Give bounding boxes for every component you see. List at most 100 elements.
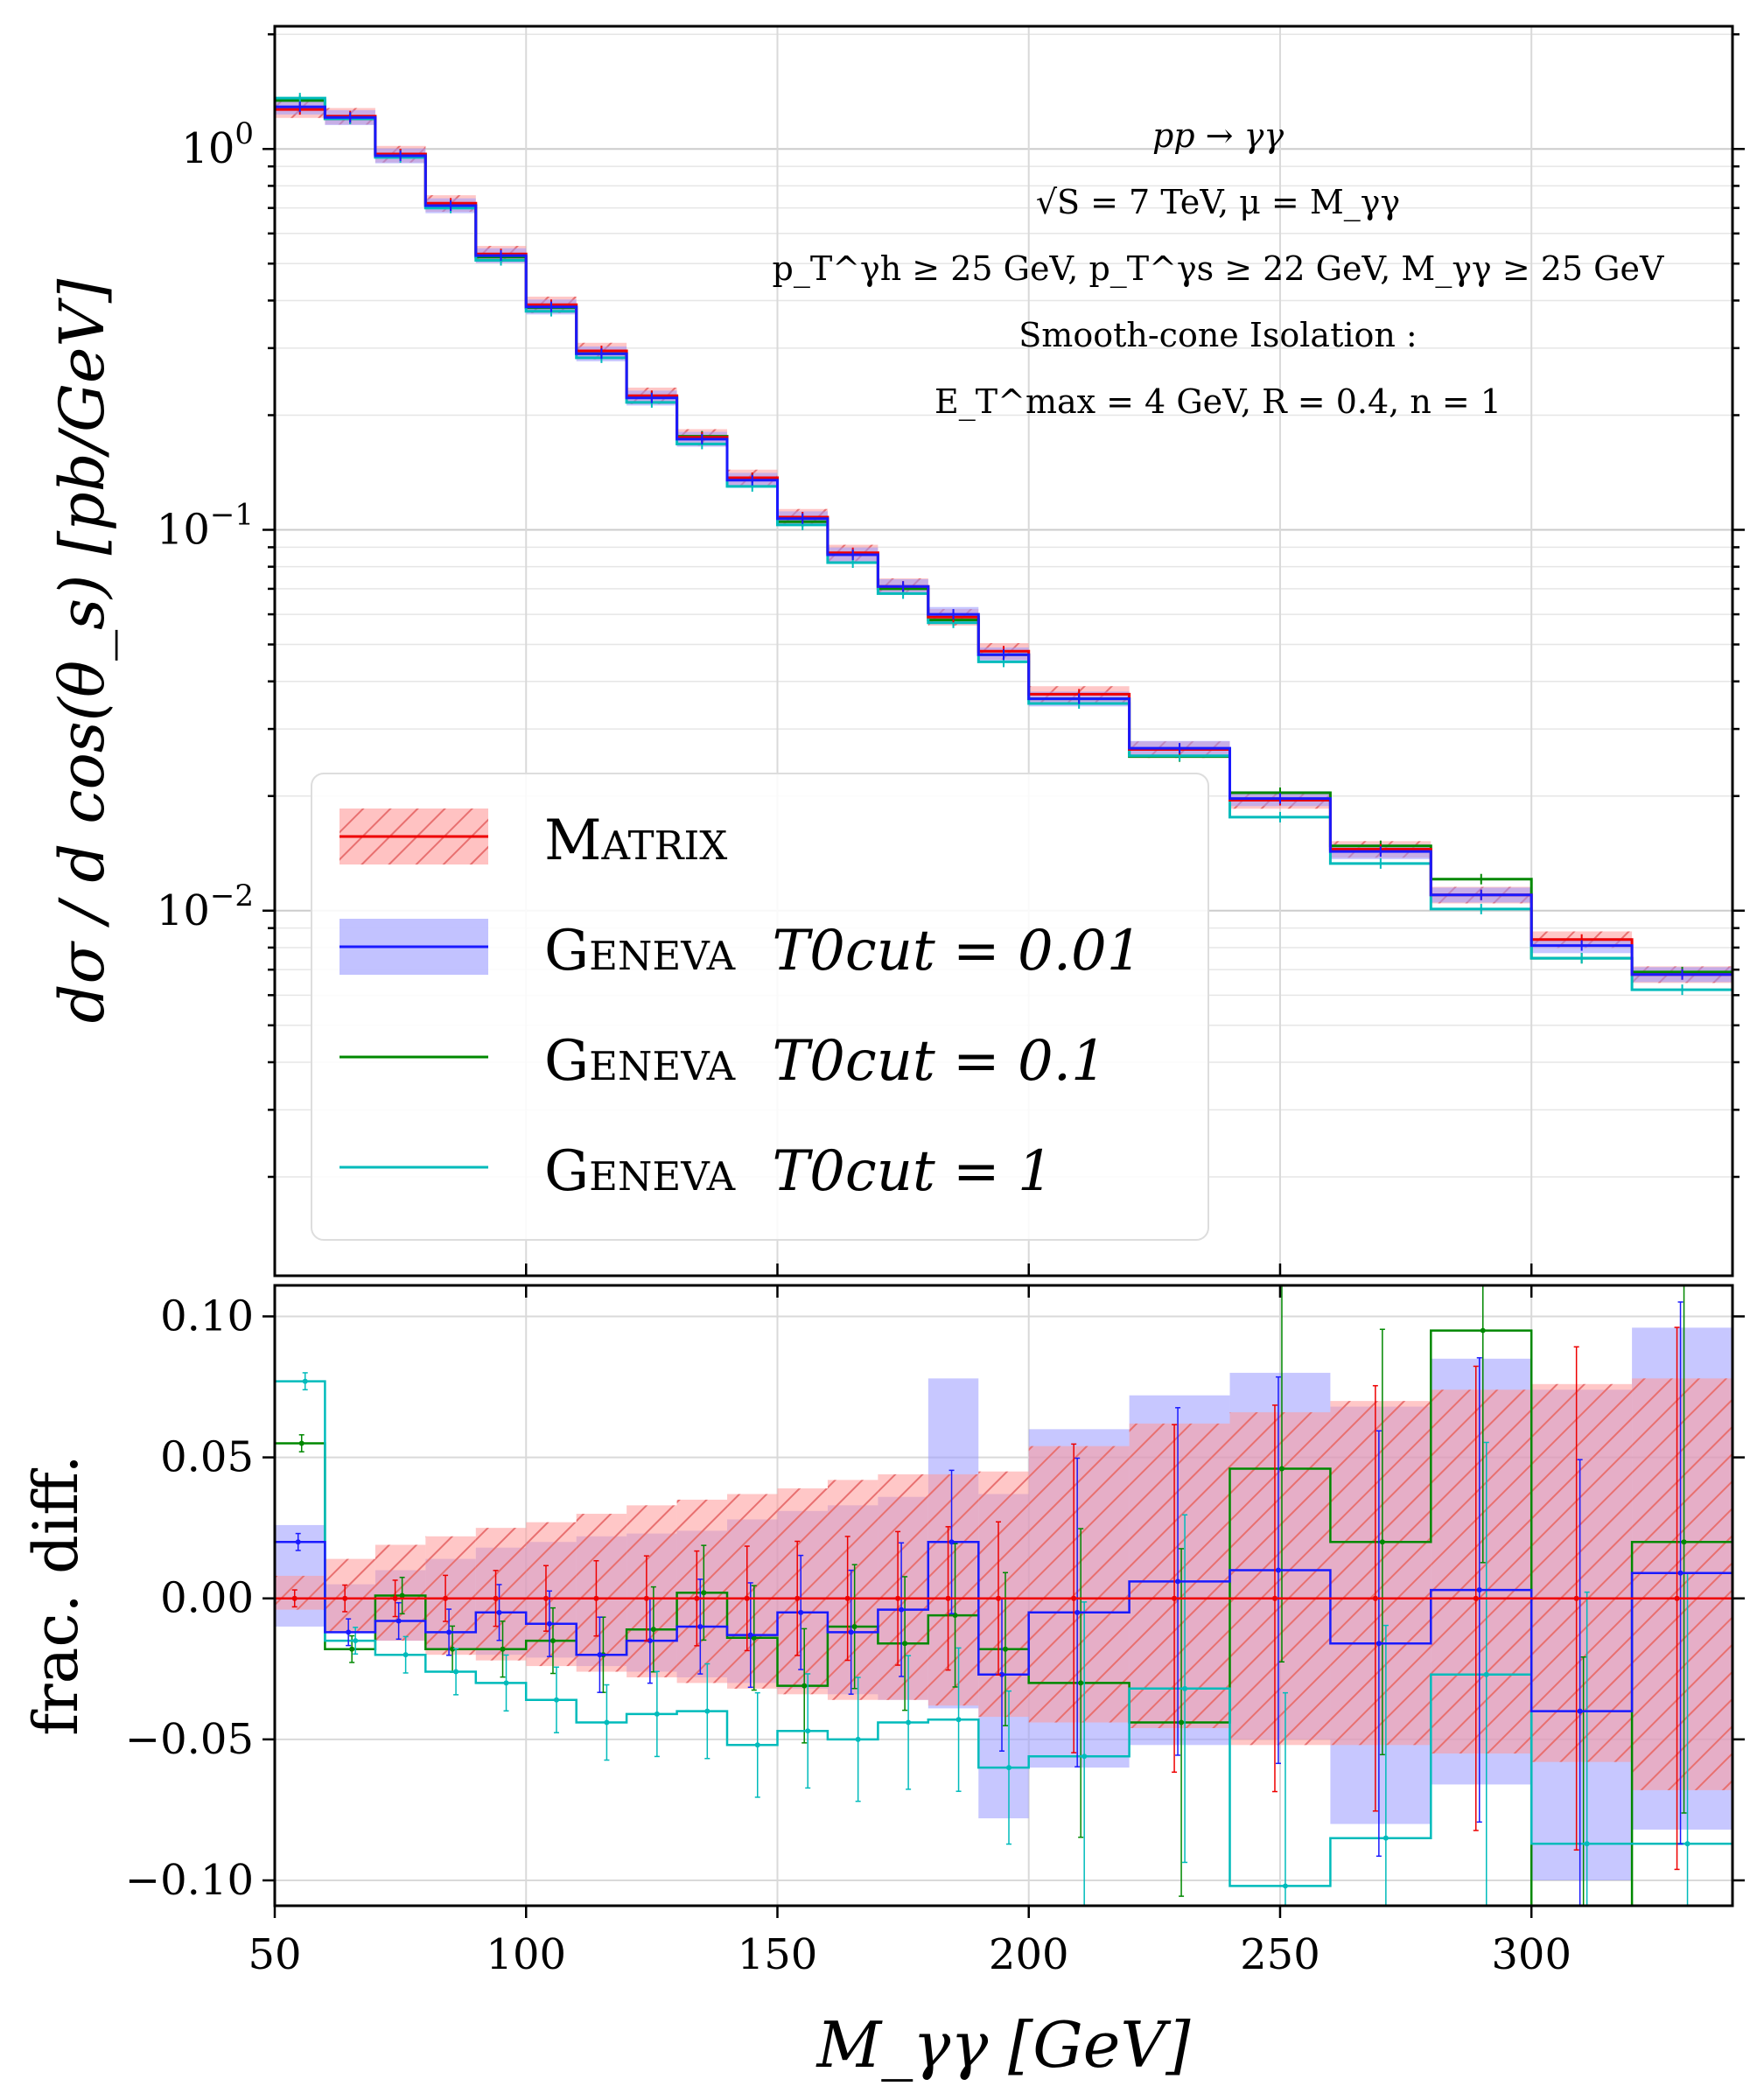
legend-label-matrix: Matrix [544, 808, 727, 873]
ratio-y-tick-label: 0.00 [160, 1574, 254, 1623]
main-series-lines [275, 93, 1732, 996]
ratio-point-matrix [1573, 1595, 1579, 1601]
legend-entry-geneva-01: Geneva T0cut = 0.1 [340, 1029, 1107, 1094]
x-tick-label: 150 [738, 1930, 818, 1979]
ratio-matrix-band-hatch [878, 1474, 928, 1700]
ratio-point-geneva-1 [604, 1719, 610, 1726]
physics-annotation: pp → γγ √S = 7 TeV, μ = M_γγ p_T^γh ≥ 25… [773, 116, 1664, 422]
ratio-point-geneva-01 [1078, 1680, 1084, 1686]
ratio-point-geneva-01 [650, 1627, 656, 1633]
ratio-y-tick-label: 0.10 [160, 1292, 254, 1340]
ratio-point-geneva-01 [902, 1641, 908, 1647]
ratio-point-geneva-01 [1179, 1719, 1185, 1726]
ratio-point-geneva-1 [1082, 1754, 1088, 1760]
ratio-point-geneva-1 [855, 1736, 861, 1742]
x-axis-label: M_γγ [GeV] [816, 2008, 1192, 2082]
ratio-y-tick-label: −0.10 [125, 1856, 254, 1905]
annotation-line-3: p_T^γh ≥ 25 GeV, p_T^γs ≥ 22 GeV, M_γγ ≥… [773, 249, 1664, 289]
legend-label-geneva-01-prefix: Geneva [544, 1029, 736, 1094]
ratio-point-geneva-1 [1584, 1841, 1590, 1847]
ratio-point-matrix [996, 1595, 1001, 1601]
ratio-point-geneva-1 [402, 1652, 409, 1658]
annotation-line-5: E_T^max = 4 GeV, R = 0.4, n = 1 [934, 382, 1502, 422]
legend: Matrix Geneva T0cut = 0.01 Geneva T0cut … [311, 773, 1209, 1241]
ratio-series-lines [275, 1285, 1732, 1906]
annotation-line-2: √S = 7 TeV, μ = M_γγ [1036, 183, 1400, 222]
ratio-point-geneva-1 [353, 1638, 359, 1644]
x-tick-label: 300 [1491, 1930, 1572, 1979]
ratio-point-geneva-1 [704, 1708, 710, 1714]
ratio-matrix-band-hatch [526, 1522, 577, 1667]
ratio-line-geneva-001 [275, 1541, 1732, 1712]
ratio-point-geneva-001 [948, 1539, 955, 1545]
ratio-point-matrix [744, 1595, 750, 1601]
ratio-point-geneva-01 [701, 1590, 707, 1596]
ratio-plot-frame [273, 1284, 1734, 1908]
ratio-x-ticks: 50 100 150 200 250 300 [248, 1285, 1572, 1979]
ratio-point-geneva-1 [1684, 1841, 1690, 1847]
ratio-point-geneva-001 [1074, 1609, 1081, 1615]
legend-label-geneva-001-prefix: Geneva [544, 919, 736, 984]
main-y-tick-label: 100 [181, 116, 254, 173]
legend-label-geneva-1-prefix: Geneva [544, 1139, 736, 1204]
ratio-point-matrix [1473, 1595, 1479, 1601]
ratio-point-matrix [392, 1595, 398, 1601]
ratio-point-geneva-001 [597, 1652, 603, 1658]
ratio-matrix-band-hatch [626, 1505, 677, 1677]
ratio-point-matrix [945, 1595, 951, 1601]
ratio-point-matrix [1071, 1595, 1077, 1601]
ratio-point-matrix [342, 1595, 348, 1601]
ratio-matrix-band-hatch [475, 1528, 527, 1661]
legend-label-geneva-001: Geneva T0cut = 0.01 [544, 919, 1142, 984]
ratio-panel: 0.10 0.05 0.00 −0.05 −0.10 50 100 150 200 250 300… [20, 1284, 1745, 2082]
legend-label-geneva-1: Geneva T0cut = 1 [544, 1139, 1054, 1204]
ratio-point-geneva-001 [697, 1623, 704, 1629]
ratio-point-matrix [1372, 1595, 1378, 1601]
ratio-point-geneva-1 [1483, 1671, 1489, 1677]
ratio-matrix-band-hatch [1531, 1383, 1633, 1762]
ratio-point-matrix [694, 1595, 700, 1601]
ratio-point-geneva-001 [546, 1620, 552, 1627]
main-y-tick-exponent: −1 [210, 498, 254, 533]
ratio-matrix-band-hatch [374, 1544, 426, 1642]
ratio-point-geneva-01 [550, 1638, 556, 1644]
ratio-point-geneva-001 [1175, 1578, 1181, 1585]
ratio-point-geneva-01 [349, 1646, 355, 1652]
ratio-point-geneva-001 [798, 1609, 804, 1615]
ratio-point-geneva-1 [654, 1711, 660, 1717]
ratio-matrix-band-hatch [1632, 1378, 1732, 1790]
ratio-point-geneva-1 [1006, 1765, 1012, 1771]
x-tick-label: 100 [486, 1930, 566, 1979]
ratio-point-geneva-1 [1282, 1883, 1288, 1889]
main-y-tick-base: 10 [157, 506, 210, 555]
ratio-bands [275, 1327, 1732, 1880]
ratio-matrix-band-hatch [727, 1494, 778, 1689]
annotation-line-4: Smooth-cone Isolation : [1018, 316, 1417, 354]
ratio-point-matrix [895, 1595, 901, 1601]
main-y-tick-exponent: 0 [234, 116, 254, 151]
ratio-point-geneva-001 [446, 1629, 452, 1635]
ratio-point-geneva-01 [1480, 1327, 1486, 1334]
ratio-point-geneva-01 [450, 1646, 456, 1652]
ratio-point-geneva-001 [747, 1632, 753, 1638]
ratio-point-geneva-1 [754, 1742, 760, 1748]
ratio-point-geneva-001 [1275, 1567, 1281, 1573]
ratio-point-matrix [1674, 1595, 1680, 1601]
ratio-matrix-band-hatch [928, 1474, 979, 1706]
ratio-point-geneva-1 [956, 1717, 962, 1723]
main-y-tick-label: 10−1 [157, 498, 254, 555]
ratio-point-geneva-01 [751, 1634, 757, 1641]
ratio-point-matrix [493, 1595, 499, 1601]
ratio-point-geneva-001 [1476, 1587, 1482, 1593]
ratio-point-matrix [1271, 1595, 1278, 1601]
ratio-point-geneva-001 [295, 1539, 301, 1545]
ratio-point-matrix [593, 1595, 599, 1601]
ratio-point-geneva-01 [1278, 1466, 1284, 1472]
ratio-matrix-band-hatch [777, 1488, 828, 1695]
ratio-matrix-band-hatch [827, 1480, 878, 1700]
ratio-point-geneva-01 [1003, 1646, 1008, 1652]
annotation-line-1: pp → γγ [1152, 116, 1284, 155]
main-y-tick-label: 10−2 [157, 878, 254, 935]
ratio-point-geneva-1 [503, 1680, 509, 1686]
main-plot-frame [273, 24, 1734, 1278]
